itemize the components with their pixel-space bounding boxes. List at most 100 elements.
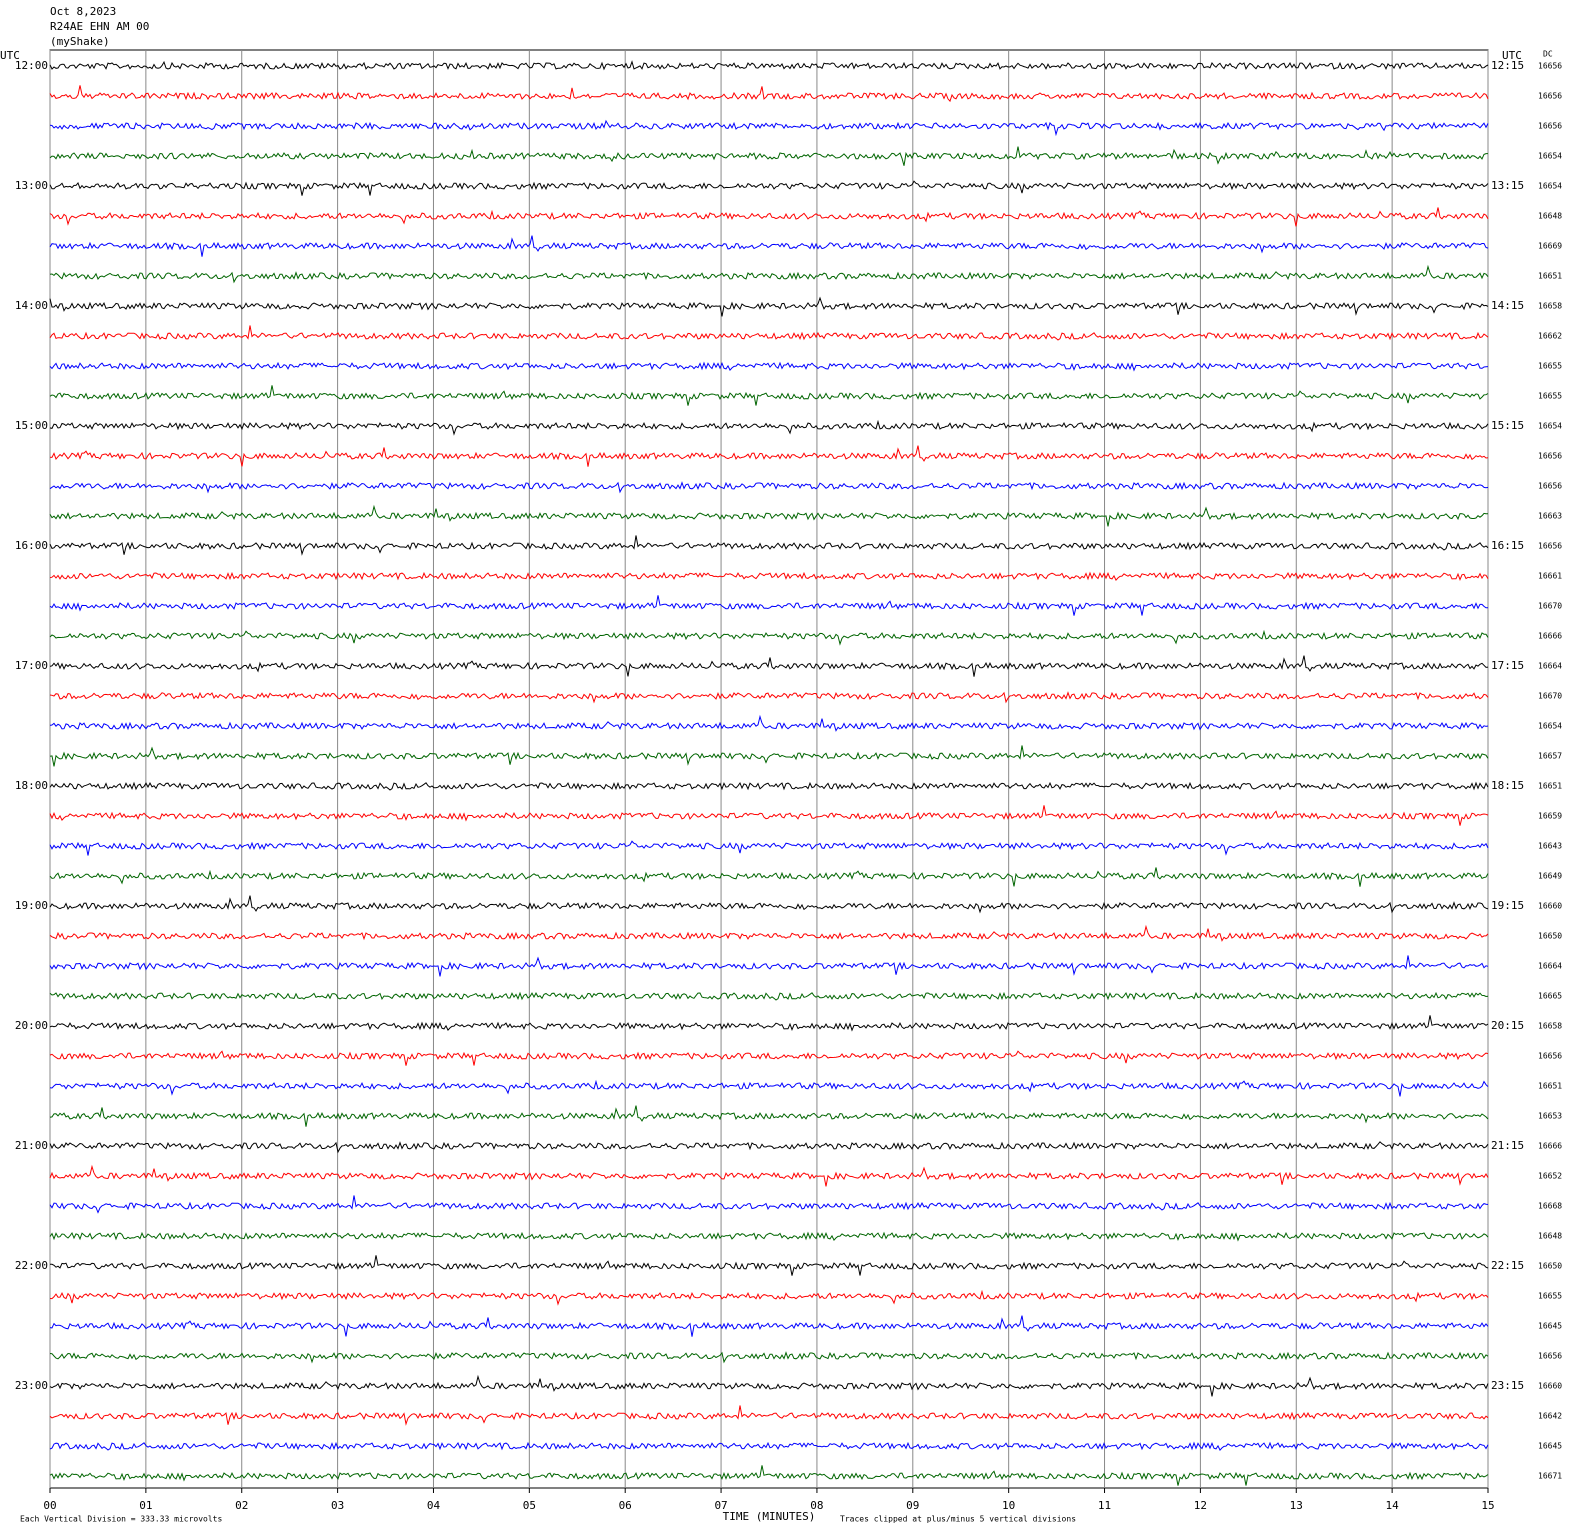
dc-value: 16656	[1538, 452, 1562, 461]
dc-value: 16654	[1538, 182, 1562, 191]
dc-value: 16649	[1538, 872, 1562, 881]
dc-value: 16656	[1538, 62, 1562, 71]
right-time-label: 23:15	[1491, 1379, 1524, 1392]
x-tick-label: 08	[810, 1499, 823, 1512]
station: R24AE EHN AM 00	[50, 20, 149, 33]
trace	[49, 629, 1489, 646]
trace	[49, 1255, 1489, 1276]
left-time-label: 16:00	[15, 539, 48, 552]
dc-value: 16664	[1538, 662, 1562, 671]
trace	[49, 1315, 1489, 1337]
trace	[49, 481, 1489, 494]
trace	[49, 1105, 1489, 1127]
trace	[49, 180, 1489, 196]
left-time-label: 20:00	[15, 1019, 48, 1032]
dc-value: 16670	[1538, 602, 1562, 611]
dc-value: 16642	[1538, 1412, 1562, 1421]
dc-value: 16658	[1538, 302, 1562, 311]
dc-value: 16663	[1538, 512, 1562, 521]
trace	[49, 296, 1489, 317]
trace	[49, 85, 1489, 103]
dc-value: 16662	[1538, 332, 1562, 341]
trace	[49, 445, 1489, 467]
x-tick-label: 15	[1481, 1499, 1494, 1512]
dc-value: 16665	[1538, 992, 1562, 1001]
trace	[49, 867, 1489, 887]
dc-value: 16668	[1538, 1202, 1562, 1211]
trace	[49, 655, 1489, 677]
trace	[49, 805, 1489, 826]
right-time-label: 21:15	[1491, 1139, 1524, 1152]
scale-note: Each Vertical Division = 333.33 microvol…	[20, 1515, 222, 1524]
trace	[49, 991, 1489, 1001]
right-time-label: 22:15	[1491, 1259, 1524, 1272]
dc-value: 16657	[1538, 752, 1562, 761]
dc-value: 16658	[1538, 1022, 1562, 1031]
date: Oct 8,2023	[50, 5, 116, 18]
right-time-label: 16:15	[1491, 539, 1524, 552]
left-time-label: 18:00	[15, 779, 48, 792]
x-tick-label: 02	[235, 1499, 248, 1512]
left-time-label: 15:00	[15, 419, 48, 432]
dc-value: 16659	[1538, 812, 1562, 821]
dc-value: 16654	[1538, 152, 1562, 161]
left-time-label: 19:00	[15, 899, 48, 912]
dc-value: 16648	[1538, 212, 1562, 221]
dc-value: 16666	[1538, 632, 1562, 641]
x-tick-label: 09	[906, 1499, 919, 1512]
dc-value: 16648	[1538, 1232, 1562, 1241]
right-time-label: 18:15	[1491, 779, 1524, 792]
trace	[49, 1141, 1489, 1154]
right-axis-label: UTC	[1502, 49, 1522, 62]
trace	[49, 419, 1489, 436]
trace	[49, 745, 1489, 767]
dc-value: 16655	[1538, 392, 1562, 401]
dc-value: 16671	[1538, 1472, 1562, 1481]
dc-value: 16666	[1538, 1142, 1562, 1151]
trace	[49, 595, 1488, 616]
x-tick-label: 13	[1290, 1499, 1303, 1512]
trace	[49, 235, 1489, 257]
clip-note: Traces clipped at plus/minus 5 vertical …	[840, 1515, 1076, 1524]
left-time-label: 13:00	[15, 179, 48, 192]
dc-value: 16653	[1538, 1112, 1562, 1121]
trace	[49, 1050, 1489, 1066]
dc-value: 16656	[1538, 542, 1562, 551]
trace	[49, 535, 1489, 556]
trace	[49, 1374, 1489, 1397]
network: (myShake)	[50, 35, 110, 48]
dc-value: 16652	[1538, 1172, 1562, 1181]
trace	[49, 207, 1489, 227]
x-tick-label: 14	[1386, 1499, 1400, 1512]
x-tick-label: 07	[714, 1499, 727, 1512]
trace	[49, 1079, 1489, 1097]
dc-value: 16651	[1538, 782, 1562, 791]
right-time-label: 14:15	[1491, 299, 1524, 312]
trace	[49, 781, 1489, 791]
dc-value: 16655	[1538, 362, 1562, 371]
dc-value: 16651	[1538, 1082, 1562, 1091]
left-time-label: 12:00	[15, 59, 48, 72]
dc-value: 16661	[1538, 572, 1562, 581]
x-axis-label: TIME (MINUTES)	[723, 1510, 816, 1523]
trace	[49, 1289, 1489, 1306]
right-time-label: 19:15	[1491, 899, 1524, 912]
dc-value: 16645	[1538, 1442, 1562, 1451]
x-tick-label: 06	[619, 1499, 632, 1512]
dc-value: 16651	[1538, 272, 1562, 281]
dc-value: 16650	[1538, 1262, 1562, 1271]
trace	[49, 361, 1489, 372]
left-axis-label: UTC	[0, 49, 20, 62]
trace	[49, 1405, 1489, 1426]
trace	[49, 325, 1489, 341]
dc-label: DC	[1543, 50, 1553, 59]
trace	[49, 955, 1489, 977]
trace	[49, 714, 1489, 732]
right-time-label: 12:15	[1491, 59, 1524, 72]
trace	[49, 691, 1489, 704]
x-tick-label: 00	[43, 1499, 56, 1512]
dc-value: 16654	[1538, 722, 1562, 731]
dc-value: 16650	[1538, 932, 1562, 941]
trace	[49, 840, 1489, 856]
left-time-label: 21:00	[15, 1139, 48, 1152]
